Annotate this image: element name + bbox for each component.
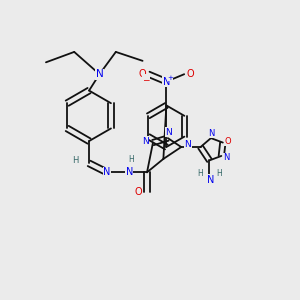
Text: O: O [138, 69, 146, 79]
Text: H: H [198, 169, 203, 178]
Text: H: H [128, 155, 134, 164]
Text: H: H [73, 156, 79, 165]
Text: O: O [187, 69, 194, 79]
Text: N: N [224, 153, 230, 162]
Text: N: N [184, 140, 191, 149]
Text: N: N [208, 129, 214, 138]
Text: −: − [142, 75, 150, 84]
Text: O: O [135, 187, 142, 196]
Text: H: H [216, 169, 222, 178]
Text: N: N [165, 128, 172, 137]
Text: N: N [103, 167, 111, 177]
Text: O: O [225, 136, 232, 146]
Text: N: N [207, 175, 214, 185]
Text: N: N [163, 76, 170, 87]
Text: +: + [167, 75, 173, 81]
Text: N: N [142, 136, 149, 146]
Text: N: N [96, 69, 103, 79]
Text: N: N [125, 167, 133, 177]
